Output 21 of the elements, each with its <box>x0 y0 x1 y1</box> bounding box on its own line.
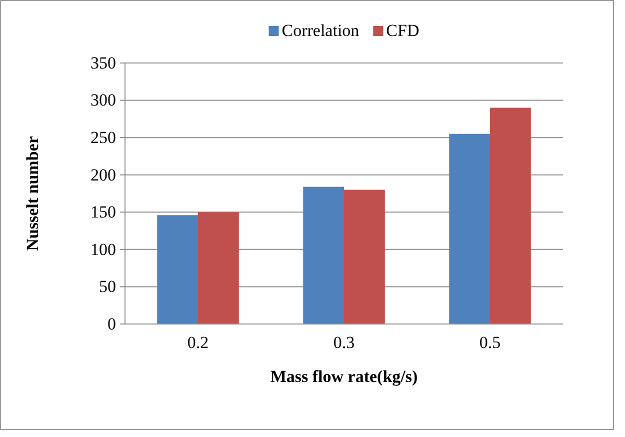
x-tick-label: 0.3 <box>333 333 355 352</box>
bar <box>198 212 239 324</box>
y-tick-label: 300 <box>90 90 116 110</box>
y-tick-label: 50 <box>99 277 116 296</box>
x-tick-label: 0.5 <box>479 333 501 352</box>
bar <box>490 108 531 324</box>
legend-label: Correlation <box>282 21 360 40</box>
bar <box>303 186 344 324</box>
y-axis-title: Nusselt number <box>23 136 42 251</box>
y-tick-label: 100 <box>90 240 116 259</box>
bar <box>344 190 385 324</box>
y-tick-label: 200 <box>90 165 116 184</box>
legend-label: CFD <box>386 21 420 40</box>
bar <box>157 215 198 324</box>
y-tick-label: 150 <box>90 202 116 222</box>
bar <box>449 134 490 324</box>
y-tick-label: 350 <box>90 53 116 72</box>
y-tick-label: 0 <box>108 314 116 334</box>
y-tick-label: 250 <box>90 128 116 148</box>
x-tick-label: 0.2 <box>187 333 209 352</box>
x-axis-title: Mass flow rate(kg/s) <box>270 367 418 386</box>
